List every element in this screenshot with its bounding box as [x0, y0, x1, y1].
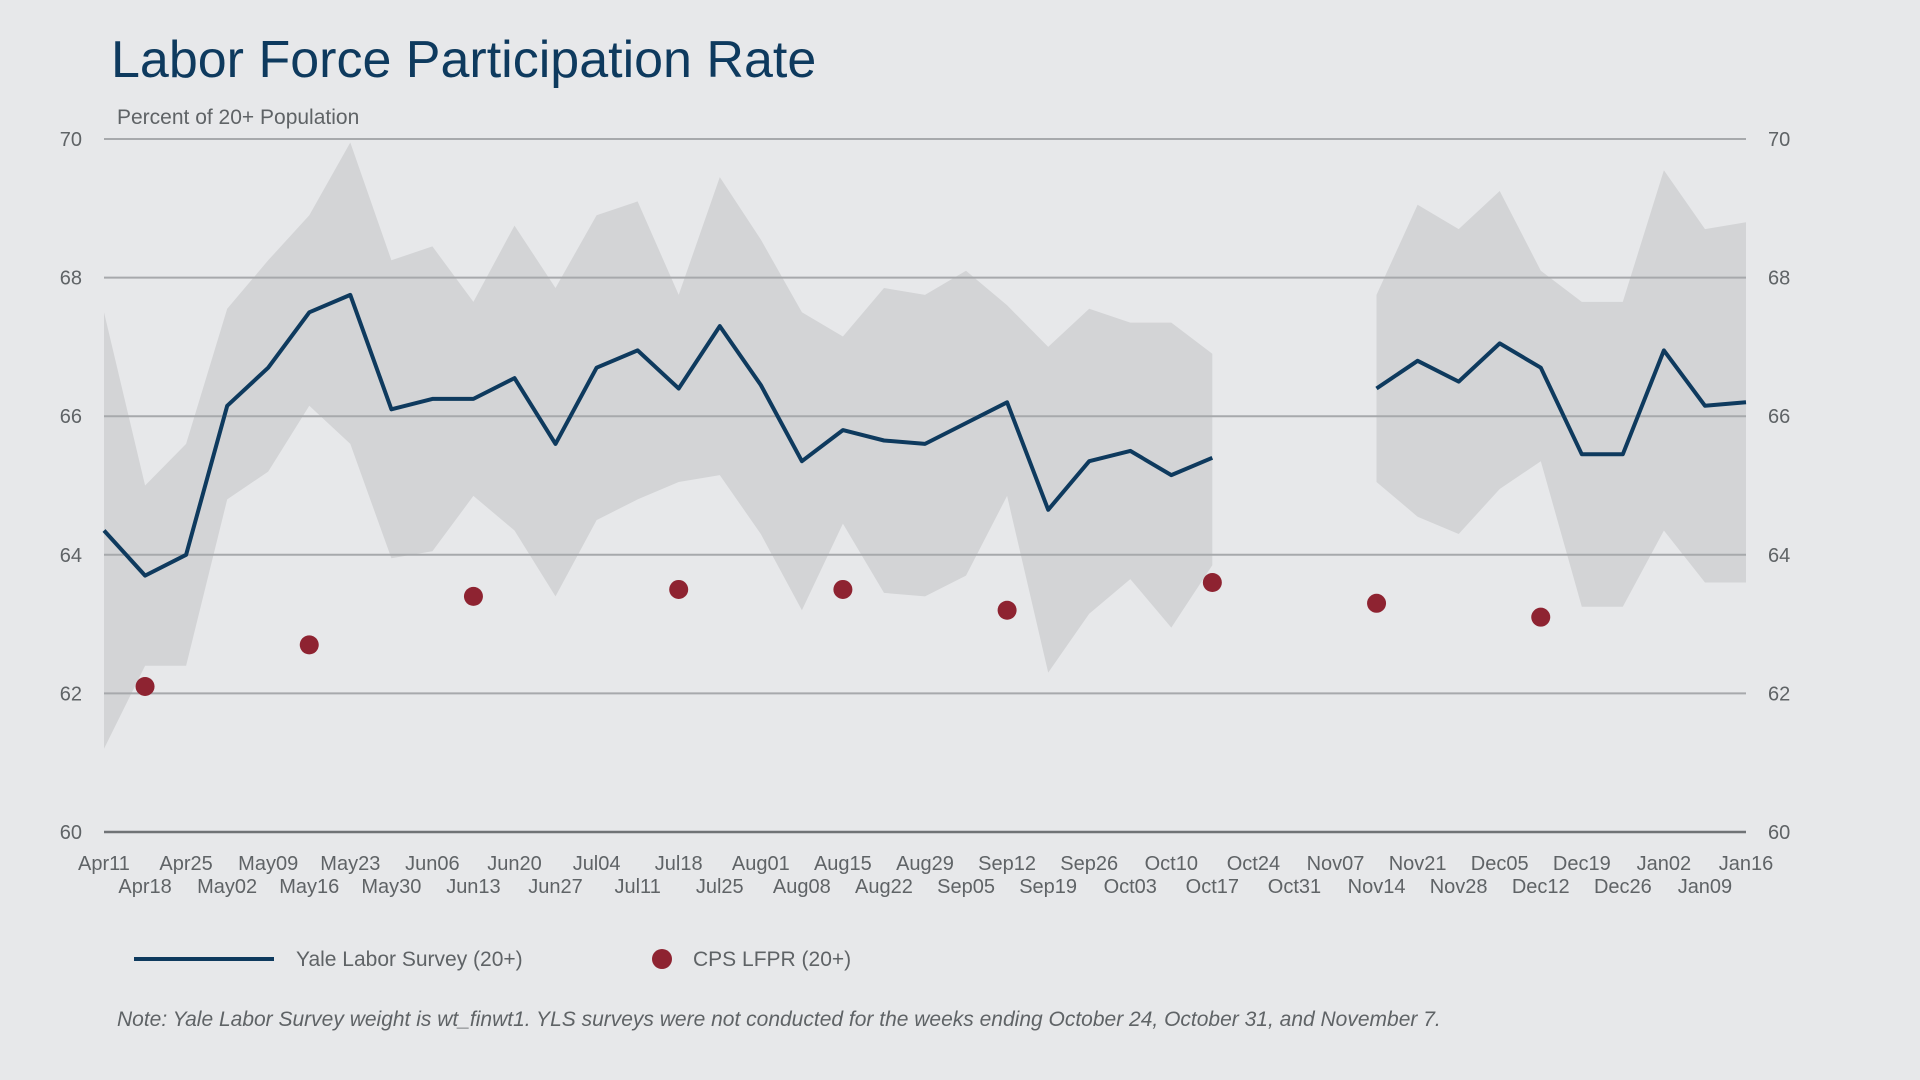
confidence-band-layer — [104, 142, 1746, 749]
cps-point-may16 — [299, 635, 319, 655]
chart-note: Note: Yale Labor Survey weight is wt_fin… — [117, 1008, 1441, 1031]
y-tick-left-66: 66 — [60, 406, 82, 428]
x-tick-jan09: Jan09 — [1678, 876, 1733, 898]
x-tick-nov14: Nov14 — [1348, 876, 1406, 898]
y-tick-right-66: 66 — [1768, 406, 1790, 428]
x-tick-oct24: Oct24 — [1227, 853, 1280, 875]
x-tick-sep19: Sep19 — [1019, 876, 1077, 898]
y-tick-right-62: 62 — [1768, 683, 1790, 705]
x-tick-jul25: Jul25 — [696, 876, 744, 898]
cps-point-dec12 — [1531, 607, 1551, 627]
yls-line-segment-1 — [102, 292, 1214, 578]
confidence-band-segment-2 — [1376, 170, 1746, 607]
x-tick-may23: May23 — [320, 853, 380, 875]
x-tick-oct03: Oct03 — [1104, 876, 1157, 898]
cps-point-aug15 — [833, 579, 853, 599]
y-tick-left-62: 62 — [60, 683, 82, 705]
x-tick-dec19: Dec19 — [1553, 853, 1611, 875]
yls-line-segment-2 — [1375, 341, 1747, 457]
y-tick-left-70: 70 — [60, 129, 82, 151]
x-tick-dec12: Dec12 — [1512, 876, 1570, 898]
x-tick-sep05: Sep05 — [937, 876, 995, 898]
x-tick-aug08: Aug08 — [773, 876, 831, 898]
cps-point-oct17 — [1202, 573, 1222, 593]
x-tick-nov28: Nov28 — [1430, 876, 1488, 898]
x-tick-apr18: Apr18 — [118, 876, 171, 898]
x-tick-may09: May09 — [238, 853, 298, 875]
legend-yls-label: Yale Labor Survey (20+) — [296, 948, 523, 971]
cps-point-jun13 — [463, 586, 483, 606]
cps-points-layer — [135, 573, 1551, 696]
cps-point-nov14 — [1367, 593, 1387, 613]
x-tick-oct10: Oct10 — [1145, 853, 1198, 875]
x-tick-sep12: Sep12 — [978, 853, 1036, 875]
chart-subtitle: Percent of 20+ Population — [117, 106, 360, 129]
x-tick-aug29: Aug29 — [896, 853, 954, 875]
legend: Yale Labor Survey (20+) CPS LFPR (20+) — [134, 948, 851, 971]
y-tick-right-60: 60 — [1768, 822, 1790, 844]
y-tick-left-68: 68 — [60, 268, 82, 290]
x-tick-may02: May02 — [197, 876, 257, 898]
confidence-band-segment-1 — [104, 142, 1213, 749]
x-tick-jul04: Jul04 — [573, 853, 621, 875]
x-tick-dec05: Dec05 — [1471, 853, 1529, 875]
x-tick-aug15: Aug15 — [814, 853, 872, 875]
x-tick-jul18: Jul18 — [655, 853, 703, 875]
x-tick-dec26: Dec26 — [1594, 876, 1652, 898]
x-tick-aug22: Aug22 — [855, 876, 913, 898]
cps-point-apr18 — [135, 676, 155, 696]
y-tick-right-64: 64 — [1768, 545, 1790, 567]
x-tick-jul11: Jul11 — [614, 876, 660, 898]
x-tick-apr25: Apr25 — [159, 853, 212, 875]
y-tick-left-64: 64 — [60, 545, 82, 567]
x-tick-apr11: Apr11 — [78, 853, 130, 875]
x-tick-oct31: Oct31 — [1268, 876, 1321, 898]
cps-point-sep12 — [997, 600, 1017, 620]
x-tick-oct17: Oct17 — [1186, 876, 1239, 898]
x-tick-sep26: Sep26 — [1060, 853, 1118, 875]
legend-cps-swatch — [652, 949, 672, 969]
x-tick-jun20: Jun20 — [487, 853, 542, 875]
x-tick-nov21: Nov21 — [1389, 853, 1447, 875]
cps-point-jul18 — [669, 579, 689, 599]
y-tick-left-60: 60 — [60, 822, 82, 844]
x-tick-jan16: Jan16 — [1719, 853, 1774, 875]
x-tick-jun06: Jun06 — [405, 853, 460, 875]
x-tick-may16: May16 — [279, 876, 339, 898]
chart-title: Labor Force Participation Rate — [111, 31, 817, 89]
x-tick-nov07: Nov07 — [1307, 853, 1365, 875]
gridlines — [104, 138, 1746, 834]
y-tick-right-70: 70 — [1768, 129, 1790, 151]
x-tick-jan02: Jan02 — [1637, 853, 1692, 875]
yls-line-layer — [102, 292, 1747, 578]
x-tick-jun27: Jun27 — [528, 876, 583, 898]
x-tick-aug01: Aug01 — [732, 853, 790, 875]
legend-cps-label: CPS LFPR (20+) — [693, 948, 851, 971]
x-tick-may30: May30 — [361, 876, 421, 898]
x-tick-jun13: Jun13 — [446, 876, 501, 898]
y-tick-right-68: 68 — [1768, 268, 1790, 290]
